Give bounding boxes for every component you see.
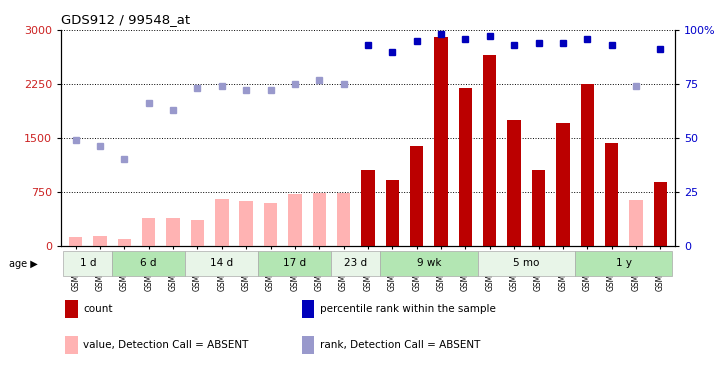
Bar xyxy=(93,236,107,246)
Text: percentile rank within the sample: percentile rank within the sample xyxy=(320,304,496,314)
Bar xyxy=(477,251,575,276)
Bar xyxy=(118,239,131,246)
Bar xyxy=(629,200,643,246)
Bar xyxy=(386,180,399,246)
Bar xyxy=(240,201,253,246)
Bar xyxy=(459,87,472,246)
Text: 14 d: 14 d xyxy=(210,258,233,268)
Bar xyxy=(380,251,477,276)
Text: 9 wk: 9 wk xyxy=(416,258,441,268)
Text: age ▶: age ▶ xyxy=(9,260,37,269)
Text: 5 mo: 5 mo xyxy=(513,258,539,268)
Bar xyxy=(434,37,448,246)
Bar xyxy=(653,182,667,246)
Bar xyxy=(556,123,569,246)
Bar xyxy=(361,170,375,246)
Bar xyxy=(63,251,112,276)
Bar xyxy=(185,251,258,276)
Bar xyxy=(264,202,277,246)
Bar xyxy=(112,251,185,276)
Bar xyxy=(258,251,332,276)
Bar xyxy=(142,218,155,246)
Bar xyxy=(508,120,521,246)
Bar xyxy=(288,194,302,246)
Text: rank, Detection Call = ABSENT: rank, Detection Call = ABSENT xyxy=(320,340,480,350)
Bar xyxy=(483,55,496,246)
Bar xyxy=(532,170,545,246)
Text: 17 d: 17 d xyxy=(284,258,307,268)
Bar xyxy=(332,251,380,276)
Bar xyxy=(191,220,204,246)
Bar xyxy=(337,193,350,246)
Text: 1 d: 1 d xyxy=(80,258,96,268)
Bar xyxy=(581,84,594,246)
Text: count: count xyxy=(83,304,113,314)
Bar xyxy=(69,237,83,246)
Text: 6 d: 6 d xyxy=(141,258,157,268)
Bar xyxy=(575,251,673,276)
Text: 1 y: 1 y xyxy=(616,258,632,268)
Bar xyxy=(215,199,228,246)
Bar xyxy=(605,143,618,246)
Bar xyxy=(410,147,424,246)
Text: value, Detection Call = ABSENT: value, Detection Call = ABSENT xyxy=(83,340,248,350)
Bar xyxy=(312,193,326,246)
Bar xyxy=(167,218,180,246)
Text: GDS912 / 99548_at: GDS912 / 99548_at xyxy=(61,13,190,26)
Text: 23 d: 23 d xyxy=(344,258,368,268)
